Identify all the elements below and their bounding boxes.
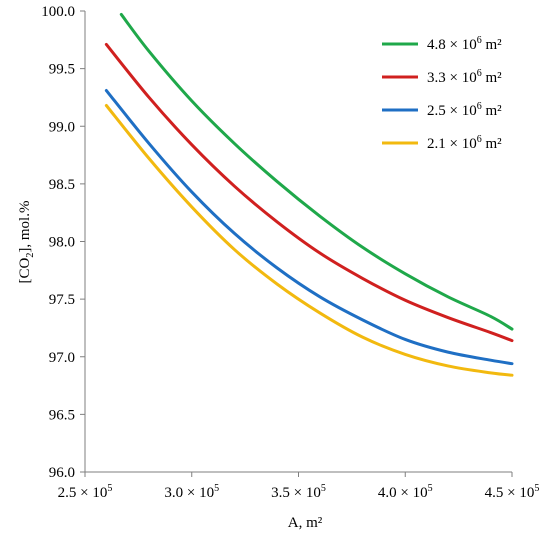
legend-unit: m²: [482, 136, 502, 152]
series-line-2: [104, 42, 514, 343]
legend-unit: m²: [482, 103, 502, 119]
y-tick-label: 96.0: [49, 465, 75, 481]
legend-mantissa: 3.3 × 10: [427, 70, 477, 86]
y-axis-label-rest: ], mol.%: [17, 201, 33, 253]
series-lines: [104, 12, 514, 377]
y-tick-label: 97.0: [49, 350, 75, 366]
x-axis-ticks: 2.5 × 105 3.0 × 105 3.5 × 105 4.0 × 105 4.5 …: [58, 472, 540, 501]
series-line-3: [104, 89, 514, 366]
x-tick-exponent: 5: [107, 483, 112, 494]
x-tick-mantissa: 4.0 × 10: [378, 485, 428, 501]
legend-entry: 3.3 × 106 m²: [427, 68, 502, 86]
x-axis-label: A, m²: [288, 515, 323, 531]
legend-entry: 2.1 × 106 m²: [427, 134, 502, 152]
legend-exponent: 6: [477, 134, 482, 145]
x-tick-mantissa: 3.5 × 10: [271, 485, 321, 501]
x-tick-label: 3.5 × 105: [271, 483, 326, 501]
legend-mantissa: 4.8 × 10: [427, 37, 477, 53]
y-tick-label: 99.0: [49, 119, 75, 135]
y-axis-label: [CO2], mol.%: [17, 201, 36, 284]
series-line-4: [104, 104, 514, 377]
y-tick-label: 97.5: [49, 292, 75, 308]
x-tick-mantissa: 4.5 × 10: [485, 485, 535, 501]
legend-unit: m²: [482, 70, 502, 86]
x-tick-mantissa: 2.5 × 10: [58, 485, 108, 501]
legend-mantissa: 2.5 × 10: [427, 103, 477, 119]
y-tick-label: 100.0: [41, 4, 75, 20]
y-tick-label: 98.0: [49, 235, 75, 251]
legend-mantissa: 2.1 × 10: [427, 136, 477, 152]
legend-exponent: 6: [477, 101, 482, 112]
y-axis-ticks: 96.0 96.5 97.0 97.5 98.0 98.5 99.0 99.5 100.0: [41, 4, 85, 481]
legend-exponent: 6: [477, 68, 482, 79]
x-tick-label: 2.5 × 105: [58, 483, 113, 501]
x-tick-exponent: 5: [534, 483, 539, 494]
x-tick-label: 3.0 × 105: [164, 483, 219, 501]
legend-unit: m²: [482, 37, 502, 53]
legend: 4.8 × 106 m²3.3 × 106 m²2.5 × 106 m²2.1 …: [382, 35, 502, 152]
x-tick-label: 4.0 × 105: [378, 483, 433, 501]
x-tick-exponent: 5: [214, 483, 219, 494]
x-tick-label: 4.5 × 105: [485, 483, 540, 501]
x-tick-mantissa: 3.0 × 10: [164, 485, 214, 501]
series-line-1: [119, 12, 514, 331]
y-axis-label-subscript: 2: [25, 253, 36, 258]
x-tick-exponent: 5: [321, 483, 326, 494]
y-tick-label: 98.5: [49, 177, 75, 193]
x-tick-exponent: 5: [428, 483, 433, 494]
legend-entry: 4.8 × 106 m²: [427, 35, 502, 53]
y-axis-label-main: [CO: [17, 257, 33, 283]
y-tick-label: 99.5: [49, 62, 75, 78]
y-tick-label: 96.5: [49, 407, 75, 423]
legend-exponent: 6: [477, 35, 482, 46]
legend-entry: 2.5 × 106 m²: [427, 101, 502, 119]
